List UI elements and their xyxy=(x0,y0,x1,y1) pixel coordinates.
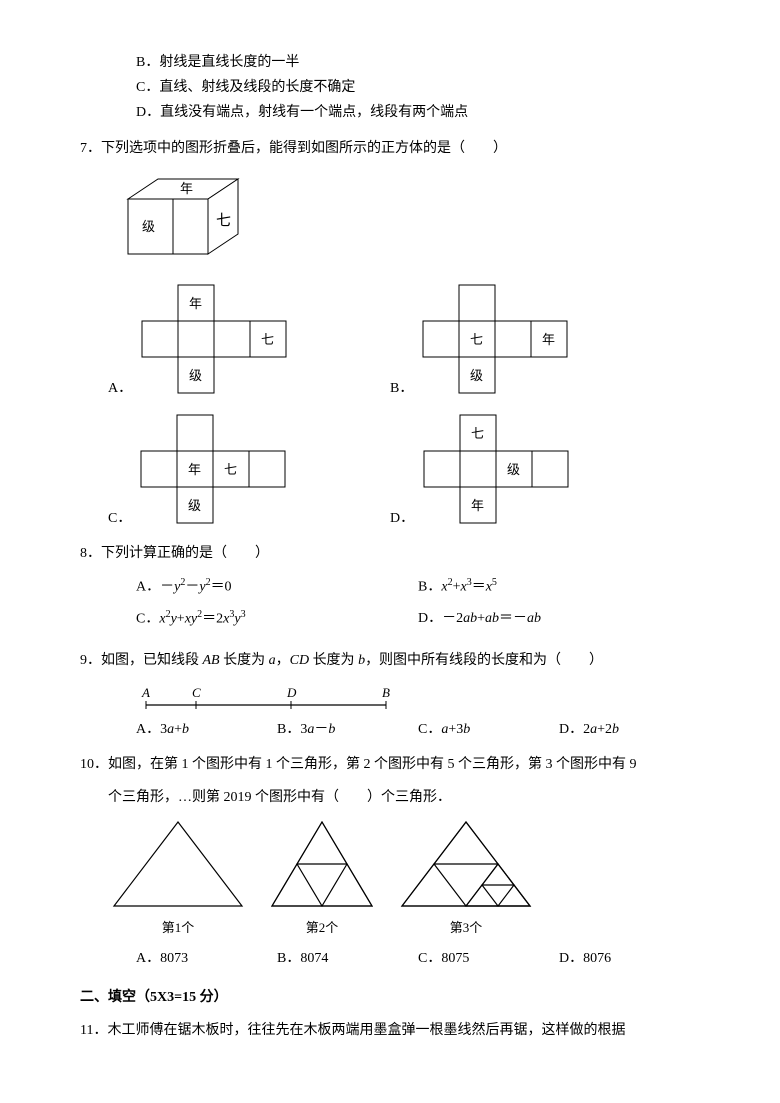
segment-svg: A C D B xyxy=(136,681,396,717)
q8-D: D．－2ab+ab＝－ab xyxy=(418,606,700,632)
q7-netC-col: C． 年 七 级 xyxy=(80,411,390,531)
q7-labelD: D． xyxy=(390,506,414,531)
svg-text:年: 年 xyxy=(189,296,202,311)
svg-text:七: 七 xyxy=(471,426,484,441)
q7-labelA: A． xyxy=(80,376,132,401)
q9-D: D．2a+2b xyxy=(559,717,700,742)
q9-C: C．a+3b xyxy=(418,717,559,742)
q11: 11．木工师傅在锯木板时，往往先在木板两端用墨盒弹一根墨线然后再锯，这样做的根据 xyxy=(80,1018,700,1043)
q6-optC: C．直线、射线及线段的长度不确定 xyxy=(80,75,700,100)
q9: 9．如图，已知线段 AB 长度为 a，CD 长度为 b，则图中所有线段的长度和为… xyxy=(80,648,700,742)
netB-svg: 七 年 级 xyxy=(417,281,587,401)
svg-text:七: 七 xyxy=(224,462,237,477)
q7: 7．下列选项中的图形折叠后，能得到如图所示的正方体的是（ ） 年 级 七 A． xyxy=(80,136,700,531)
svg-text:级: 级 xyxy=(188,498,201,513)
svg-text:级: 级 xyxy=(470,368,483,383)
svg-text:七: 七 xyxy=(470,332,483,347)
q7-labelC: C． xyxy=(80,506,131,531)
tri3: 第3个 xyxy=(396,818,536,939)
q6-optD: D．直线没有端点，射线有一个端点，线段有两个端点 xyxy=(80,100,700,125)
q10-options: A．8073 B．8074 C．8075 D．8076 xyxy=(80,946,700,971)
svg-text:七: 七 xyxy=(261,332,274,347)
q6-optB: B．射线是直线长度的一半 xyxy=(80,50,700,75)
svg-text:级: 级 xyxy=(507,462,520,477)
q9-options: A．3a+b B．3a－b C．a+3b D．2a+2b xyxy=(80,717,700,742)
q8-C: C．x2y+xy2＝2x3y3 xyxy=(136,606,418,632)
q7-netA-col: A． 年 七 级 xyxy=(80,281,390,401)
q9-figure: A C D B xyxy=(80,681,700,717)
tri1: 第1个 xyxy=(108,818,248,939)
q10-B: B．8074 xyxy=(277,946,418,971)
cube-svg: 年 级 七 xyxy=(108,169,258,269)
cube-top-char: 年 xyxy=(180,181,193,196)
cube-front-char: 级 xyxy=(142,219,155,234)
tri1-cap: 第1个 xyxy=(108,916,248,939)
q9-B: B．3a－b xyxy=(277,717,418,742)
q7-labelB: B． xyxy=(390,376,413,401)
q7-stem: 7．下列选项中的图形折叠后，能得到如图所示的正方体的是（ ） xyxy=(80,136,700,161)
netD-svg: 七 级 年 xyxy=(418,411,588,531)
q7-nets-row1: A． 年 七 级 B． xyxy=(80,281,700,401)
q10-C: C．8075 xyxy=(418,946,559,971)
tri1-svg xyxy=(108,818,248,910)
q7-netD-col: D． 七 级 年 xyxy=(390,411,700,531)
q7-nets-row2: C． 年 七 级 D． xyxy=(80,411,700,531)
svg-text:级: 级 xyxy=(189,368,202,383)
q7-cube: 年 级 七 xyxy=(108,169,700,269)
q8-B: B．x2+x3＝x5 xyxy=(418,574,700,600)
q8-A: A．－y2－y2＝0 xyxy=(136,574,418,600)
section2-title: 二、填空（5X3=15 分） xyxy=(80,985,700,1010)
svg-text:C: C xyxy=(192,685,201,700)
q6-options: B．射线是直线长度的一半 C．直线、射线及线段的长度不确定 D．直线没有端点，射… xyxy=(80,50,700,126)
q10-A: A．8073 xyxy=(136,946,277,971)
q10-stem2: 个三角形，…则第 2019 个图形中有（ ）个三角形． xyxy=(80,785,700,810)
q8: 8．下列计算正确的是（ ） A．－y2－y2＝0 B．x2+x3＝x5 C．x2… xyxy=(80,541,700,638)
q9-A: A．3a+b xyxy=(136,717,277,742)
tri2-cap: 第2个 xyxy=(266,916,378,939)
svg-text:年: 年 xyxy=(188,462,201,477)
svg-text:A: A xyxy=(141,685,150,700)
q8-stem: 8．下列计算正确的是（ ） xyxy=(80,541,700,566)
svg-text:年: 年 xyxy=(471,498,484,513)
q10: 10．如图，在第 1 个图形中有 1 个三角形，第 2 个图形中有 5 个三角形… xyxy=(80,752,700,971)
cube-right-char: 七 xyxy=(216,212,231,229)
q10-D: D．8076 xyxy=(559,946,700,971)
netA-svg: 年 七 级 xyxy=(136,281,306,401)
tri3-cap: 第3个 xyxy=(396,916,536,939)
netC-svg: 年 七 级 xyxy=(135,411,305,531)
q7-netB-col: B． 七 年 级 xyxy=(390,281,700,401)
svg-text:B: B xyxy=(382,685,390,700)
q8-options: A．－y2－y2＝0 B．x2+x3＝x5 C．x2y+xy2＝2x3y3 D．… xyxy=(80,574,700,638)
svg-text:D: D xyxy=(286,685,297,700)
tri2-svg xyxy=(266,818,378,910)
q10-figures: 第1个 第2个 xyxy=(108,818,700,939)
q9-stem: 9．如图，已知线段 AB 长度为 a，CD 长度为 b，则图中所有线段的长度和为… xyxy=(80,648,700,673)
q10-stem1: 10．如图，在第 1 个图形中有 1 个三角形，第 2 个图形中有 5 个三角形… xyxy=(80,752,700,777)
tri2: 第2个 xyxy=(266,818,378,939)
svg-text:年: 年 xyxy=(542,332,555,347)
tri3-svg xyxy=(396,818,536,910)
q11-stem: 11．木工师傅在锯木板时，往往先在木板两端用墨盒弹一根墨线然后再锯，这样做的根据 xyxy=(80,1018,700,1043)
